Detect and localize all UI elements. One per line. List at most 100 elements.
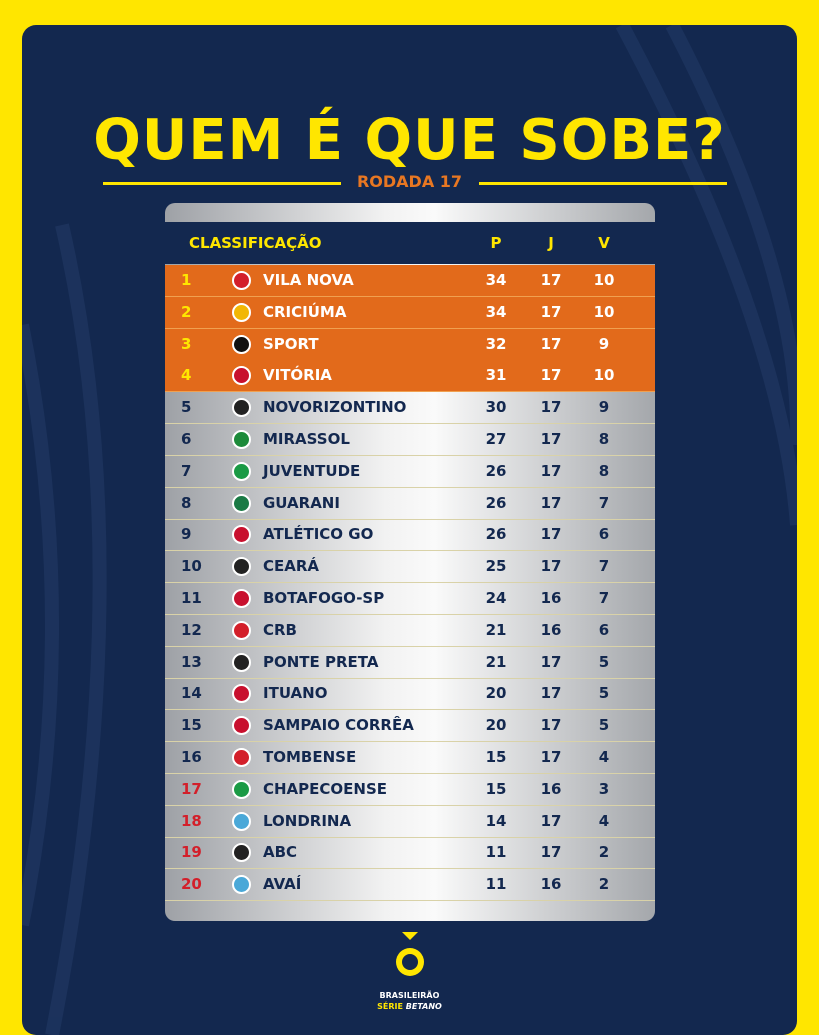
stat: 17 [540,716,562,735]
position: 18 [181,811,202,830]
team-name: ITUANO [263,684,328,703]
stat: 17 [540,461,562,480]
stat: 8 [598,430,610,448]
table-row: 10 CEARÁ 25 17 7 [165,551,655,584]
stat: 26 [485,493,507,512]
stat: 17 [540,748,562,766]
position: 1 [181,271,192,289]
team-name: GUARANI [263,493,340,512]
position: 12 [181,620,202,639]
table-row: 16 TOMBENSE 15 17 4 [165,742,655,774]
team-name: VITÓRIA [263,366,332,385]
sponsor: BETANO [405,1002,442,1011]
stat: 2 [598,843,610,862]
team-logo [232,493,251,513]
rule [103,182,341,185]
stat: 5 [598,684,610,703]
stat: 16 [540,779,562,798]
table-row: 3 SPORT 32 17 9 [165,328,655,361]
table-row: 19 ABC 11 17 2 [165,837,655,870]
stat: 17 [540,398,562,417]
team-name: BOTAFOGO-SP [263,589,385,607]
stat: 34 [485,271,507,289]
position: 10 [181,557,202,576]
stat: 16 [540,620,562,639]
team-logo [232,461,251,481]
series-label: SÉRIE [377,1002,403,1011]
team-logo [232,557,251,577]
team-logo [232,271,251,290]
column-header: P [490,234,502,252]
team-logo [232,779,251,799]
position: 17 [181,779,202,798]
team-logo [232,620,251,640]
stat: 17 [540,430,562,448]
stat: 30 [485,398,507,417]
stat: 11 [485,875,507,894]
table-header: CLASSIFICAÇÃO P J V [165,222,655,264]
stat: 9 [598,334,610,353]
table-row: 4 VITÓRIA 31 17 10 [165,360,655,393]
table-row: 1 VILA NOVA 34 17 10 [165,265,655,297]
subtitle: RODADA 17 [356,172,463,191]
team-name: MIRASSOL [263,430,350,448]
team-logo [232,334,251,354]
position: 15 [181,716,202,735]
position: 6 [181,430,192,448]
team-logo [232,684,251,704]
team-name: TOMBENSE [263,748,357,766]
team-logo [232,875,251,895]
table-row: 13 PONTE PRETA 21 17 5 [165,647,655,679]
stat: 8 [598,461,610,480]
team-logo [232,748,251,767]
league-logo [396,932,424,976]
column-header: J [548,234,554,252]
position: 8 [181,493,192,512]
stat: 31 [485,366,507,385]
team-logo [232,430,251,449]
team-name: SAMPAIO CORRÊA [263,716,414,735]
column-header: CLASSIFICAÇÃO [189,234,322,252]
position: 7 [181,461,192,480]
stat: 6 [598,525,610,544]
stat: 17 [540,843,562,862]
stat: 5 [598,652,610,671]
stat: 7 [598,493,610,512]
stat: 17 [540,811,562,830]
stat: 17 [540,652,562,671]
position: 19 [181,843,202,862]
stat: 2 [598,875,610,894]
stat: 10 [593,366,615,385]
stat: 20 [485,716,507,735]
stat: 4 [598,811,610,830]
table-row: 8 GUARANI 26 17 7 [165,488,655,520]
stat: 26 [485,525,507,544]
team-name: VILA NOVA [263,271,354,289]
column-header: V [598,234,610,252]
team-name: CEARÁ [263,557,320,576]
position: 16 [181,748,202,766]
team-logo [232,811,251,831]
team-name: CRB [263,620,297,639]
stat: 27 [485,430,507,448]
team-logo [232,589,251,608]
team-logo [232,716,251,736]
team-name: ABC [263,843,298,862]
team-name: JUVENTUDE [263,461,361,480]
table-row: 17 CHAPECOENSE 15 16 3 [165,774,655,806]
stat: 17 [540,493,562,512]
table-row: 12 CRB 21 16 6 [165,615,655,647]
team-logo [232,302,251,322]
team-name: LONDRINA [263,811,352,830]
team-name: CRICIÚMA [263,302,347,321]
footer: BRASILEIRÃO SÉRIE BETANO [0,990,819,1012]
table-row: 6 MIRASSOL 27 17 8 [165,424,655,456]
stat: 17 [540,271,562,289]
title: QUEM É QUE SOBE? [93,108,726,173]
stat: 17 [540,366,562,385]
stat: 25 [485,557,507,576]
stat: 7 [598,557,610,576]
team-name: SPORT [263,334,319,353]
stat: 10 [593,302,615,321]
